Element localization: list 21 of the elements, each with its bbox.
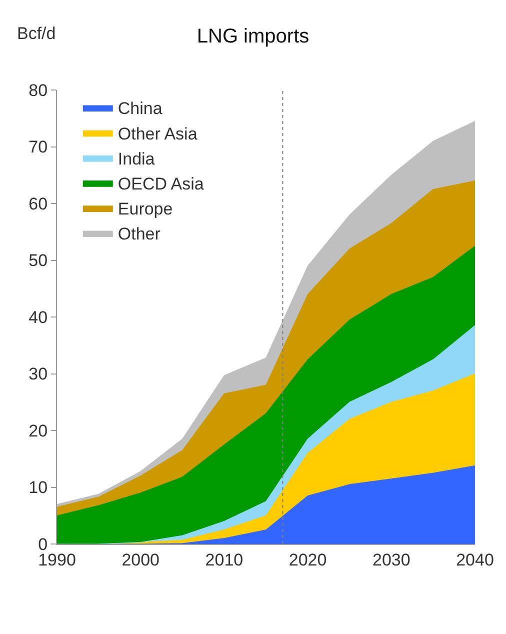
legend-label: China xyxy=(118,99,163,118)
chart-title: LNG imports xyxy=(196,26,310,48)
y-tick-label: 20 xyxy=(28,421,48,440)
x-tick-label: 2020 xyxy=(288,550,327,570)
y-tick-label: 60 xyxy=(28,194,48,214)
y-tick-label: 30 xyxy=(28,364,48,384)
legend-label: Other xyxy=(118,224,161,244)
y-tick-label: 80 xyxy=(28,80,48,100)
legend-label: OECD Asia xyxy=(118,174,204,194)
y-tick-label: 40 xyxy=(28,308,48,327)
y-axis-title: Bcf/d xyxy=(17,24,56,43)
x-tick-label: 2000 xyxy=(122,550,160,570)
x-tick-label: 2040 xyxy=(456,550,494,570)
y-tick-label: 10 xyxy=(28,478,48,498)
x-tick-label: 2010 xyxy=(205,550,244,570)
legend-label: India xyxy=(118,149,156,168)
x-tick-label: 2030 xyxy=(372,550,410,570)
legend-label: Other Asia xyxy=(118,124,198,144)
legend-label: Europe xyxy=(118,200,173,219)
y-tick-label: 70 xyxy=(28,138,48,157)
y-tick-label: 50 xyxy=(28,251,48,270)
